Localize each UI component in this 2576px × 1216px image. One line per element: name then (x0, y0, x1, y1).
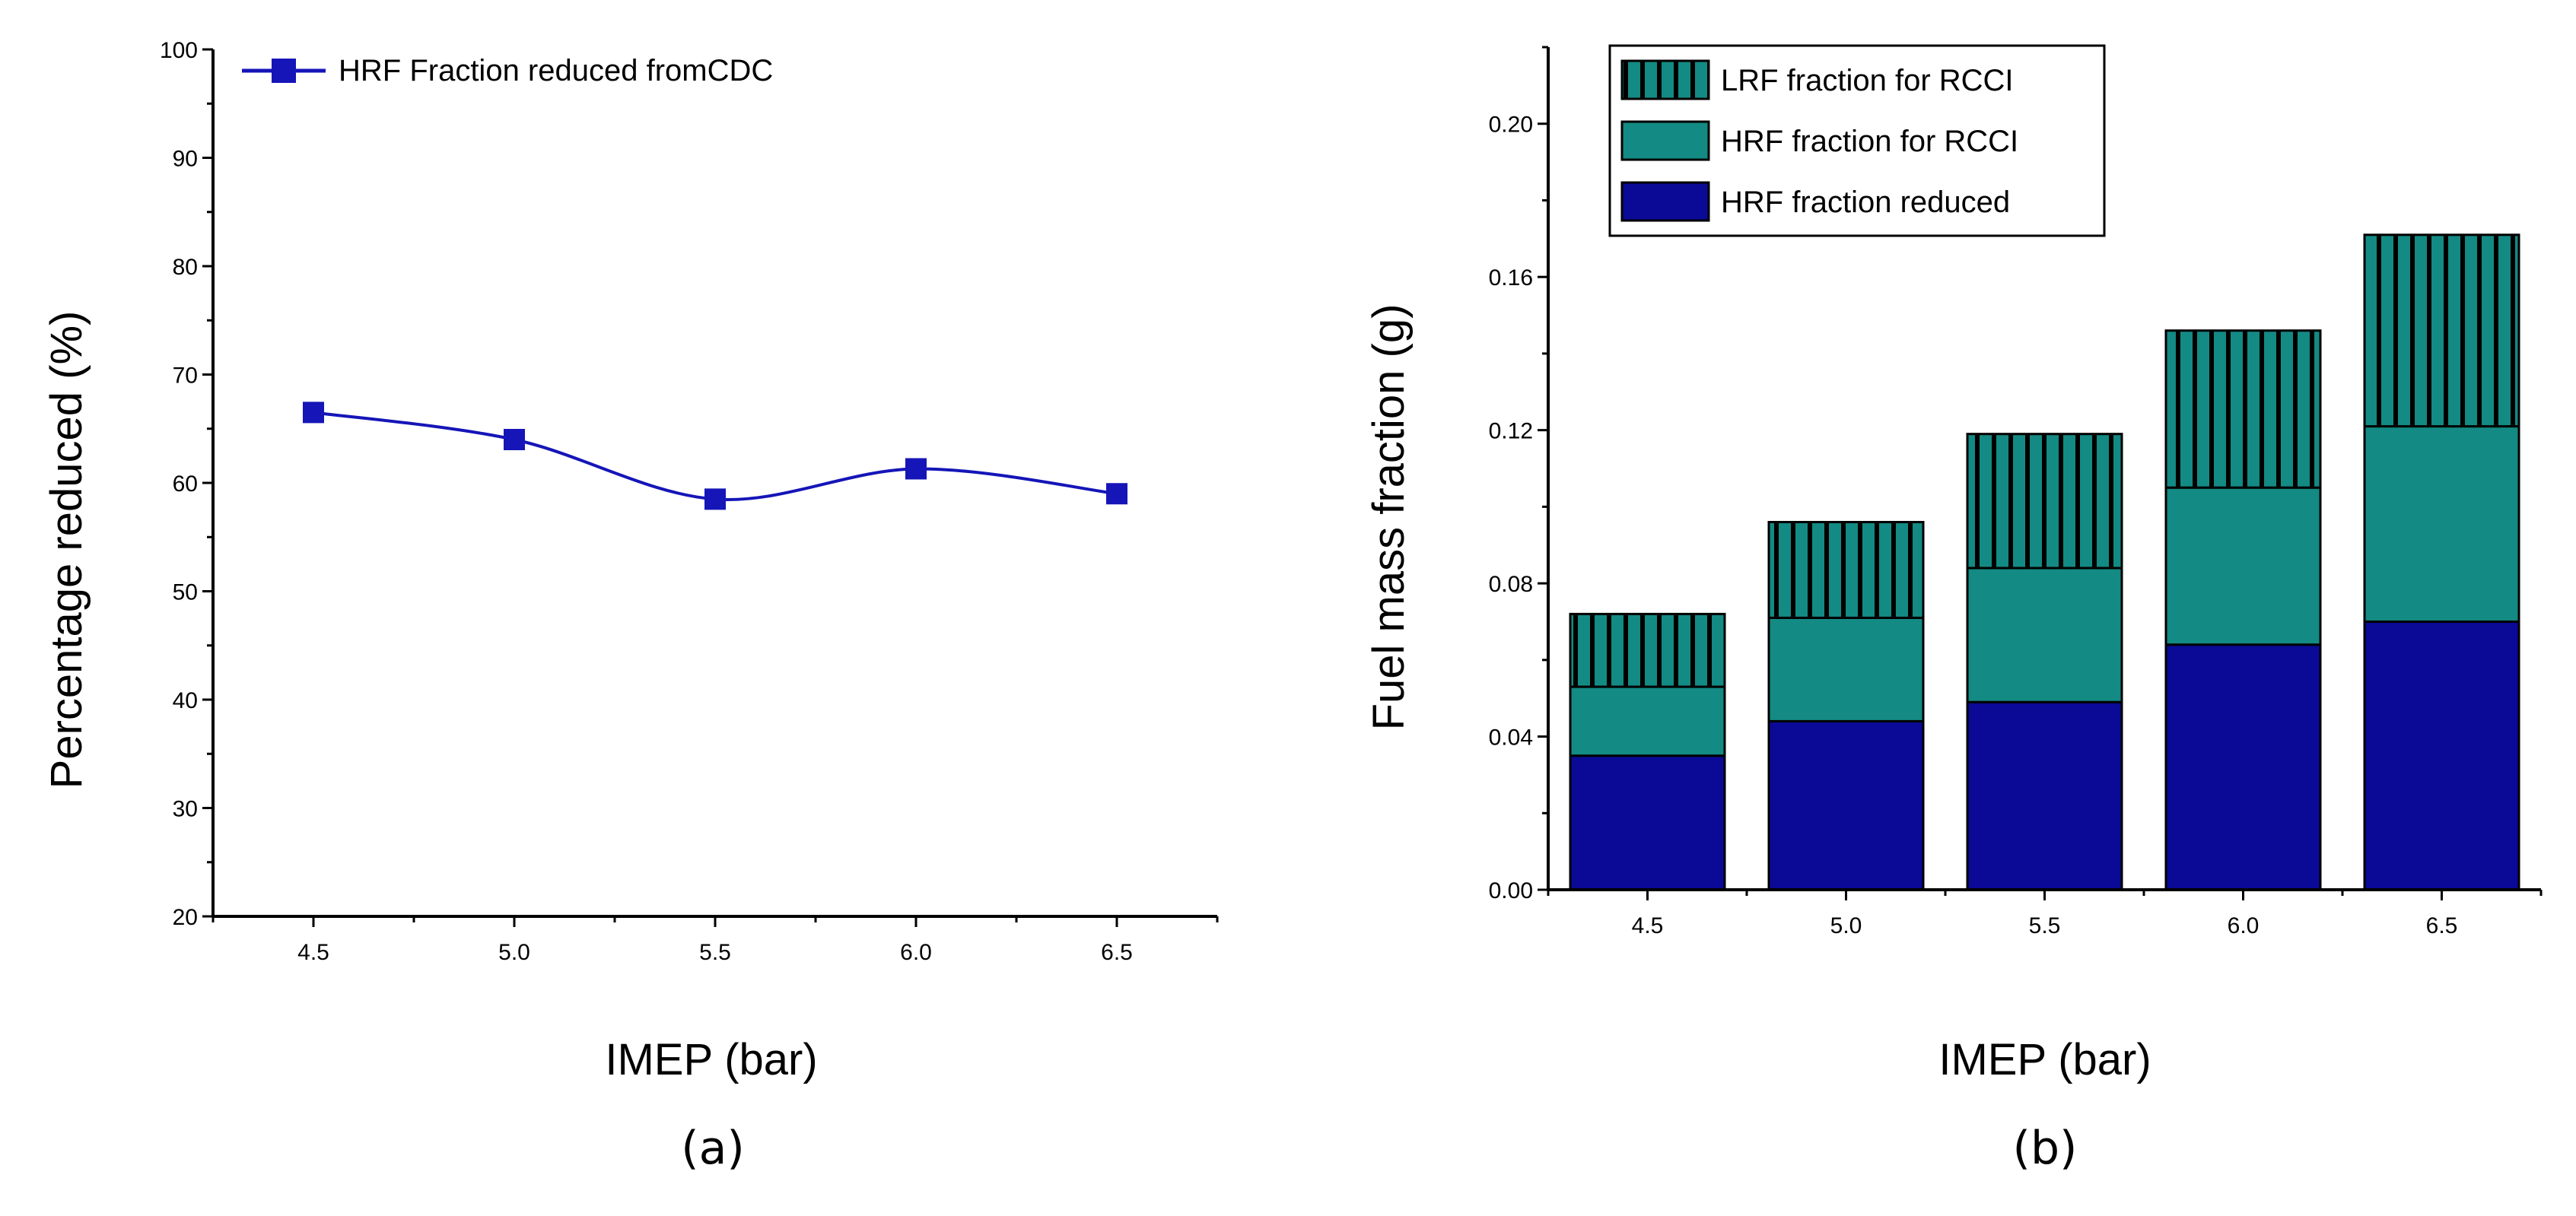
y-axis-title: Percentage reduced (%) (42, 311, 91, 789)
line-chart-axes (211, 49, 1217, 918)
x-tick-label: 6.0 (2228, 913, 2260, 938)
bar-segment-lrf-fraction-rcci (2363, 233, 2520, 428)
bar-segment-lrf-fraction-rcci (1767, 521, 1925, 619)
stacked-bar-chart-bars (1569, 233, 2520, 891)
stacked-bar-chart-panel-b: 0.00 0.04 0.08 0.12 0.16 0.20 4.5 5.0 5.5 6.0 6.5… (1364, 44, 2543, 1175)
bar-segment-hrf-fraction-reduced (1966, 700, 2123, 891)
bar-segment-lrf-fraction-rcci (1569, 612, 1726, 688)
legend-swatch (1620, 120, 1710, 161)
x-tick-label: 6.5 (1101, 940, 1133, 965)
y-tick-label: 90 (173, 147, 198, 172)
series-line-hrf-fraction-reduced (313, 411, 1118, 501)
bar-segment-hrf-fraction-rcci (2363, 425, 2520, 623)
y-tick-label: 20 (173, 905, 198, 930)
y-tick-label: 0.20 (1489, 113, 1533, 138)
x-tick-label: 5.0 (1830, 913, 1862, 938)
x-tick-label: 6.5 (2426, 913, 2458, 938)
x-tick-label: 5.0 (498, 940, 530, 965)
legend-marker-square (272, 59, 296, 83)
legend-swatch (1620, 181, 1710, 222)
y-tick-label: 30 (173, 797, 198, 822)
bar-chart-x-ticks: 4.5 5.0 5.5 6.0 6.5 (1547, 890, 2543, 938)
y-tick-label: 60 (173, 471, 198, 497)
y-tick-label: 0.16 (1489, 265, 1533, 291)
bar-segment-hrf-fraction-rcci (1569, 685, 1726, 757)
bar-segment-hrf-fraction-reduced (1767, 719, 1925, 891)
x-tick-label: 4.5 (1632, 913, 1664, 938)
line-chart-panel-a: 20 30 40 50 60 70 80 90 100 4.5 5.0 5.5 6.0 6.5 HRF … (42, 38, 1219, 1175)
data-point-marker (1106, 483, 1127, 505)
x-tick-label: 4.5 (297, 940, 329, 965)
y-tick-label: 0.08 (1489, 572, 1533, 597)
panel-label-a: (a) (681, 1122, 745, 1175)
legend-label: LRF fraction for RCCI (1721, 64, 2014, 97)
y-tick-label: 70 (173, 364, 198, 389)
x-tick-label: 5.5 (699, 940, 731, 965)
bar-segment-hrf-fraction-reduced (2164, 643, 2322, 891)
bar-segment-lrf-fraction-rcci (1966, 433, 2123, 570)
x-tick-label: 6.0 (900, 940, 932, 965)
data-point-marker (905, 458, 927, 480)
line-chart-y-ticks: 20 30 40 50 60 70 80 90 100 (160, 38, 213, 930)
y-tick-label: 50 (173, 580, 198, 605)
y-tick-label: 80 (173, 255, 198, 280)
data-point-marker (504, 429, 525, 450)
x-axis-title: IMEP (bar) (605, 1035, 817, 1084)
bar-segment-hrf-fraction-reduced (2363, 620, 2520, 891)
legend-label: HRF fraction reduced (1721, 186, 2010, 219)
bar-segment-hrf-fraction-rcci (2164, 486, 2322, 646)
bar-segment-lrf-fraction-rcci (2164, 329, 2322, 489)
y-tick-label: 0.00 (1489, 878, 1533, 903)
legend-swatch (1620, 59, 1710, 100)
x-axis-title: IMEP (bar) (1938, 1035, 2151, 1084)
line-chart-legend: HRF Fraction reduced fromCDC (242, 54, 773, 87)
line-chart-x-ticks: 4.5 5.0 5.5 6.0 6.5 (211, 916, 1219, 965)
bar-segment-hrf-fraction-rcci (1966, 567, 2123, 703)
y-tick-label: 0.04 (1489, 725, 1533, 751)
y-axis-title: Fuel mass fraction (g) (1364, 304, 1414, 731)
y-tick-label: 0.12 (1489, 419, 1533, 444)
panel-label-b: (b) (2013, 1122, 2078, 1175)
bar-segment-hrf-fraction-reduced (1569, 754, 1726, 891)
bar-chart-y-ticks: 0.00 0.04 0.08 0.12 0.16 0.20 (1489, 46, 1548, 903)
bar-chart-legend: LRF fraction for RCCI HRF fraction for RC… (1608, 44, 2106, 237)
legend-label-hrf-fraction-reduced: HRF Fraction reduced fromCDC (339, 54, 773, 87)
line-chart-series (303, 402, 1127, 510)
bar-segment-hrf-fraction-rcci (1767, 616, 1925, 722)
data-point-marker (303, 402, 324, 424)
y-tick-label: 100 (160, 38, 198, 63)
data-point-marker (704, 488, 726, 510)
x-tick-label: 5.5 (2029, 913, 2061, 938)
legend-label: HRF fraction for RCCI (1721, 125, 2018, 158)
y-tick-label: 40 (173, 688, 198, 713)
